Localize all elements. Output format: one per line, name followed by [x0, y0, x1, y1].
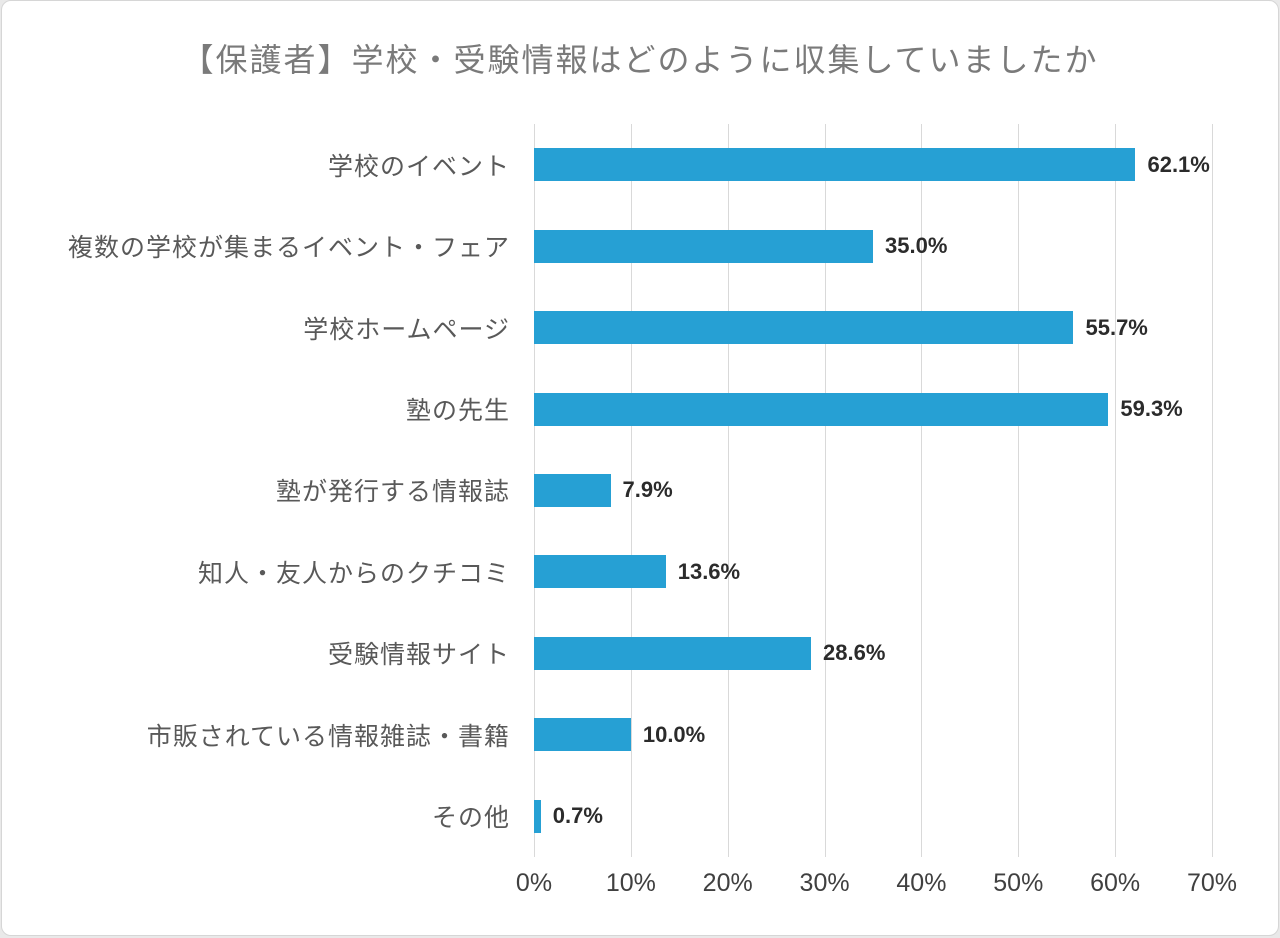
value-label: 13.6% — [677, 558, 741, 584]
category-label: 市販されている情報雑誌・書籍 — [146, 722, 510, 751]
value-label: 55.7% — [1085, 314, 1148, 340]
bar-track: 62.1% — [534, 124, 1212, 205]
chart-row: その他 0.7% — [2, 776, 1278, 857]
bar — [534, 229, 873, 263]
value-label: 0.7% — [552, 803, 603, 829]
chart-row: 受験情報サイト 28.6% — [2, 613, 1278, 694]
x-tick-label: 10% — [605, 869, 656, 897]
x-tick-label: 60% — [1090, 869, 1141, 897]
gridline — [921, 124, 923, 857]
value-label: 35.0% — [885, 233, 948, 259]
gridline — [1212, 124, 1213, 857]
category-label: 塾の先生 — [405, 397, 510, 426]
category-label: 学校ホームページ — [303, 315, 510, 344]
gridline — [727, 124, 729, 857]
value-label: 59.3% — [1120, 396, 1183, 422]
bar — [534, 473, 611, 507]
category-label: 受験情報サイト — [327, 641, 510, 670]
bar-track: 10.0% — [534, 694, 1212, 775]
gridline — [630, 124, 632, 857]
value-label: 10.0% — [642, 721, 706, 747]
value-label: 7.9% — [622, 477, 673, 503]
chart-row: 複数の学校が集まるイベント・フェア 35.0% — [2, 205, 1278, 286]
bar-track: 59.3% — [534, 368, 1212, 449]
bar — [534, 148, 1136, 182]
category-label: その他 — [431, 804, 510, 833]
bar-track: 28.6% — [534, 613, 1212, 694]
bar-track: 0.7% — [534, 776, 1212, 857]
bar — [534, 392, 1109, 426]
bar — [534, 799, 541, 833]
category-label: 学校のイベント — [327, 152, 510, 181]
category-label: 知人・友人からのクチコミ — [197, 559, 510, 588]
bar-chart: 学校のイベント 62.1% 複数の学校が集まるイベント・フェア 35.0% 学校… — [2, 124, 1278, 857]
x-tick-label: 20% — [702, 869, 753, 897]
gridline — [824, 124, 826, 857]
bar — [534, 311, 1074, 345]
chart-row: 塾の先生 59.3% — [2, 368, 1278, 449]
chart-row: 塾が発行する情報誌 7.9% — [2, 450, 1278, 531]
x-axis: 0% 10% 20% 30% 40% 50% 60% 70% — [516, 869, 1237, 909]
chart-row: 知人・友人からのクチコミ 13.6% — [2, 531, 1278, 612]
x-tick-label: 0% — [515, 869, 553, 897]
chart-row: 市販されている情報雑誌・書籍 10.0% — [2, 694, 1278, 775]
category-label: 複数の学校が集まるイベント・フェア — [67, 234, 510, 263]
value-label: 28.6% — [823, 640, 886, 666]
x-tick-label: 50% — [993, 869, 1044, 897]
gridline — [1115, 124, 1117, 857]
bar — [534, 555, 666, 589]
bar-track: 35.0% — [534, 205, 1212, 286]
bar-track: 7.9% — [534, 450, 1212, 531]
x-tick-label: 70% — [1186, 869, 1238, 897]
bar-track: 13.6% — [534, 531, 1212, 612]
value-label: 62.1% — [1147, 151, 1210, 177]
chart-title: 【保護者】学校・受験情報はどのように収集していましたか — [181, 42, 1099, 78]
x-tick-label: 40% — [896, 869, 947, 897]
bar — [534, 718, 631, 752]
bar — [534, 636, 811, 670]
chart-row: 学校のイベント 62.1% — [2, 124, 1278, 205]
x-tick-label: 30% — [799, 869, 850, 897]
category-label: 塾が発行する情報誌 — [275, 478, 510, 507]
bar-track: 55.7% — [534, 287, 1212, 368]
chart-row: 学校ホームページ 55.7% — [2, 287, 1278, 368]
gridline — [1018, 124, 1020, 857]
